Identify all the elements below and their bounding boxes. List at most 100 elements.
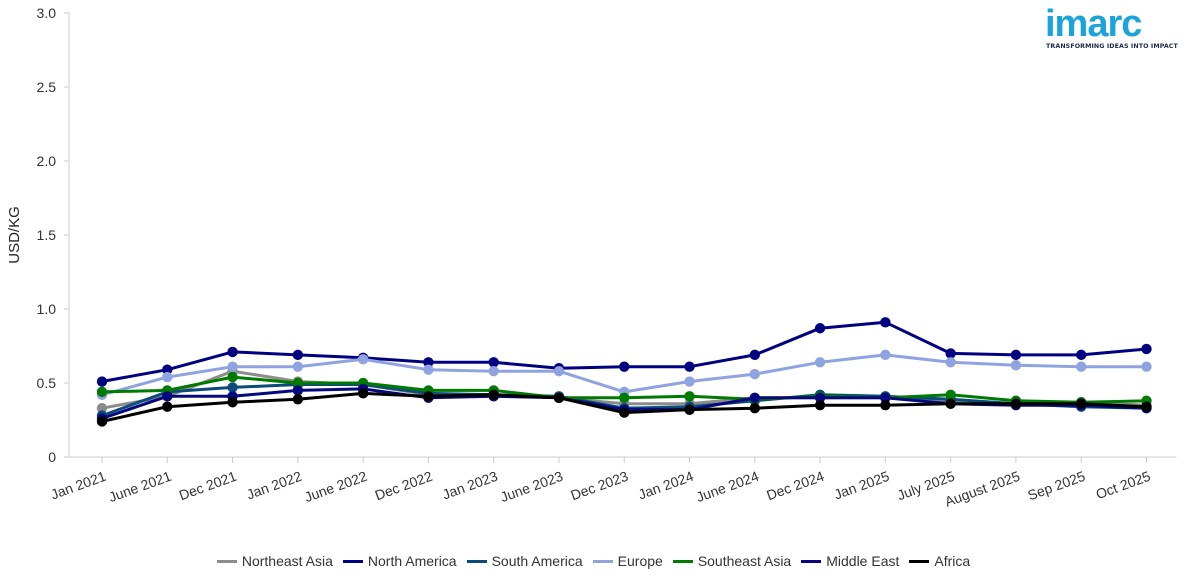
legend-label: South America: [491, 553, 583, 569]
data-point-north-america: [1141, 343, 1152, 355]
data-point-north-america: [814, 323, 826, 334]
data-point-europe: [749, 368, 760, 380]
y-tick-label: 0: [48, 449, 56, 465]
data-point-north-america: [1010, 349, 1022, 361]
data-point-europe: [423, 364, 434, 375]
logo-wordmark: imarc: [1045, 3, 1142, 45]
data-point-north-america: [292, 349, 304, 361]
data-point-africa: [749, 402, 760, 414]
data-point-middle-east: [749, 392, 760, 403]
x-tick-label: Dec 2022: [373, 468, 435, 504]
data-point-southeast-asia: [684, 391, 695, 402]
data-point-southeast-asia: [292, 377, 304, 389]
x-tick-label: June 2023: [498, 468, 565, 505]
data-point-europe: [1141, 361, 1152, 372]
data-point-africa: [1076, 398, 1087, 409]
data-point-north-america: [162, 364, 173, 375]
data-point-southeast-asia: [227, 371, 238, 383]
legend-swatch: [466, 559, 487, 563]
data-point-north-america: [488, 357, 499, 368]
data-point-north-america: [880, 317, 891, 328]
data-point-europe: [684, 376, 695, 387]
series-line-north-america: [100, 320, 1148, 383]
data-point-africa: [162, 401, 173, 412]
x-tick-label: Sep 2025: [1025, 468, 1087, 504]
imarc-logo: imarc TRANSFORMING IDEAS INTO IMPACT: [1045, 2, 1178, 54]
x-tick-label: Jan 2024: [636, 468, 696, 503]
y-tick-label: 0.5: [37, 375, 57, 391]
x-tick-label: Oct 2025: [1094, 468, 1153, 503]
x-tick-label: Jan 2025: [832, 468, 892, 503]
data-point-southeast-asia: [945, 389, 956, 401]
data-point-europe: [553, 365, 565, 377]
data-point-africa: [357, 388, 369, 399]
data-point-north-america: [227, 346, 238, 358]
series-north-america: [96, 317, 1152, 387]
data-point-africa: [880, 400, 891, 411]
data-point-africa: [814, 400, 826, 411]
x-tick-label: Dec 2021: [177, 468, 239, 504]
y-tick-label: 2.5: [37, 79, 57, 95]
legend-item-southeast-asia[interactable]: Southeast Asia: [672, 553, 791, 569]
data-point-europe: [357, 354, 369, 365]
data-point-africa: [619, 407, 630, 418]
data-point-north-america: [749, 349, 760, 361]
x-tick-label: Jan 2021: [48, 468, 108, 503]
data-point-middle-east: [880, 392, 891, 403]
data-point-north-america: [619, 361, 630, 372]
legend-item-middle-east[interactable]: Middle East: [801, 553, 899, 569]
legend-label: Africa: [934, 553, 971, 569]
x-tick-label: June 2022: [302, 468, 369, 505]
legend-label: Middle East: [826, 553, 900, 569]
series-africa: [96, 388, 1152, 427]
legend-label: Europe: [617, 553, 663, 569]
data-point-europe: [945, 357, 956, 368]
legend-item-south-america[interactable]: South America: [466, 553, 583, 569]
legend-item-europe[interactable]: Europe: [592, 553, 663, 569]
legend-label: Northeast Asia: [241, 553, 333, 569]
data-point-southeast-asia: [619, 392, 630, 403]
data-point-europe: [162, 371, 173, 383]
x-tick-label: June 2021: [106, 468, 173, 505]
data-point-africa: [684, 404, 695, 415]
data-point-north-america: [423, 357, 434, 368]
x-tick-label: Jan 2022: [244, 468, 304, 503]
data-point-europe: [880, 349, 891, 361]
data-point-africa: [96, 416, 108, 427]
data-point-africa: [945, 398, 956, 409]
legend-swatch: [801, 559, 822, 563]
data-point-north-america: [945, 348, 956, 359]
data-point-europe: [1010, 360, 1022, 371]
data-point-africa: [227, 397, 238, 408]
y-tick-label: 3.0: [37, 5, 57, 21]
data-point-africa: [423, 391, 434, 402]
data-point-europe: [814, 357, 826, 368]
data-point-europe: [227, 361, 238, 372]
data-point-south-america: [227, 382, 238, 393]
x-tick-label: Dec 2023: [568, 468, 630, 504]
x-tick-label: Jan 2023: [440, 468, 500, 503]
data-point-north-america: [96, 376, 108, 387]
legend-item-north-america[interactable]: North America: [342, 553, 457, 569]
x-tick-label: August 2025: [943, 468, 1023, 510]
legend-swatch: [909, 559, 930, 563]
legend-swatch: [216, 559, 237, 563]
legend-swatch: [342, 559, 363, 563]
x-tick-label: Dec 2024: [764, 468, 826, 504]
data-point-africa: [553, 392, 565, 403]
y-axis-label: USD/KG: [6, 206, 23, 264]
data-point-africa: [1010, 398, 1022, 409]
data-point-southeast-asia: [96, 386, 108, 398]
data-point-northeast-asia: [96, 402, 108, 414]
data-point-africa: [1141, 401, 1152, 412]
y-tick-label: 2.0: [37, 153, 57, 169]
legend-item-africa[interactable]: Africa: [909, 553, 970, 569]
data-point-middle-east: [292, 385, 304, 396]
x-tick-label: June 2024: [694, 468, 761, 505]
y-tick-label: 1.0: [37, 301, 57, 317]
legend-label: North America: [367, 553, 457, 569]
legend-item-northeast-asia[interactable]: Northeast Asia: [216, 553, 333, 569]
series-europe: [96, 349, 1152, 401]
